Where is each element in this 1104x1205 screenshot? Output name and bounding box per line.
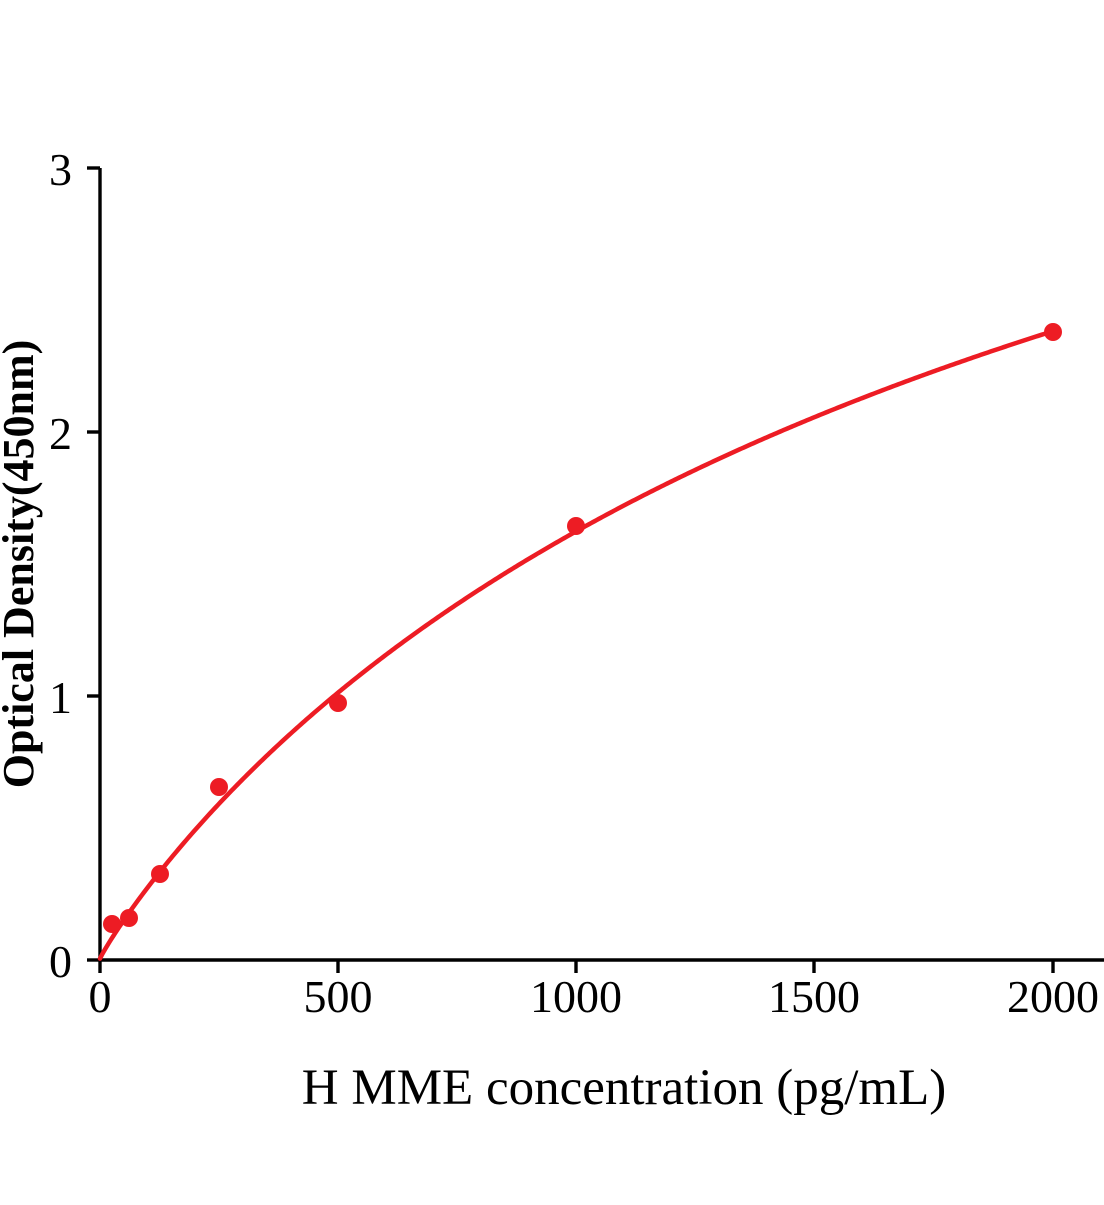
svg-text:3: 3	[49, 144, 72, 195]
svg-text:Optical Density(450nm): Optical Density(450nm)	[0, 340, 43, 789]
svg-text:H MME concentration (pg/mL): H MME concentration (pg/mL)	[302, 1060, 946, 1116]
svg-text:1: 1	[49, 672, 72, 723]
svg-text:0: 0	[89, 971, 112, 1022]
svg-text:2000: 2000	[1007, 971, 1099, 1022]
svg-text:1000: 1000	[530, 971, 622, 1022]
svg-text:1500: 1500	[768, 971, 860, 1022]
svg-text:500: 500	[304, 971, 373, 1022]
svg-text:0: 0	[49, 936, 72, 987]
svg-text:2: 2	[49, 408, 72, 459]
